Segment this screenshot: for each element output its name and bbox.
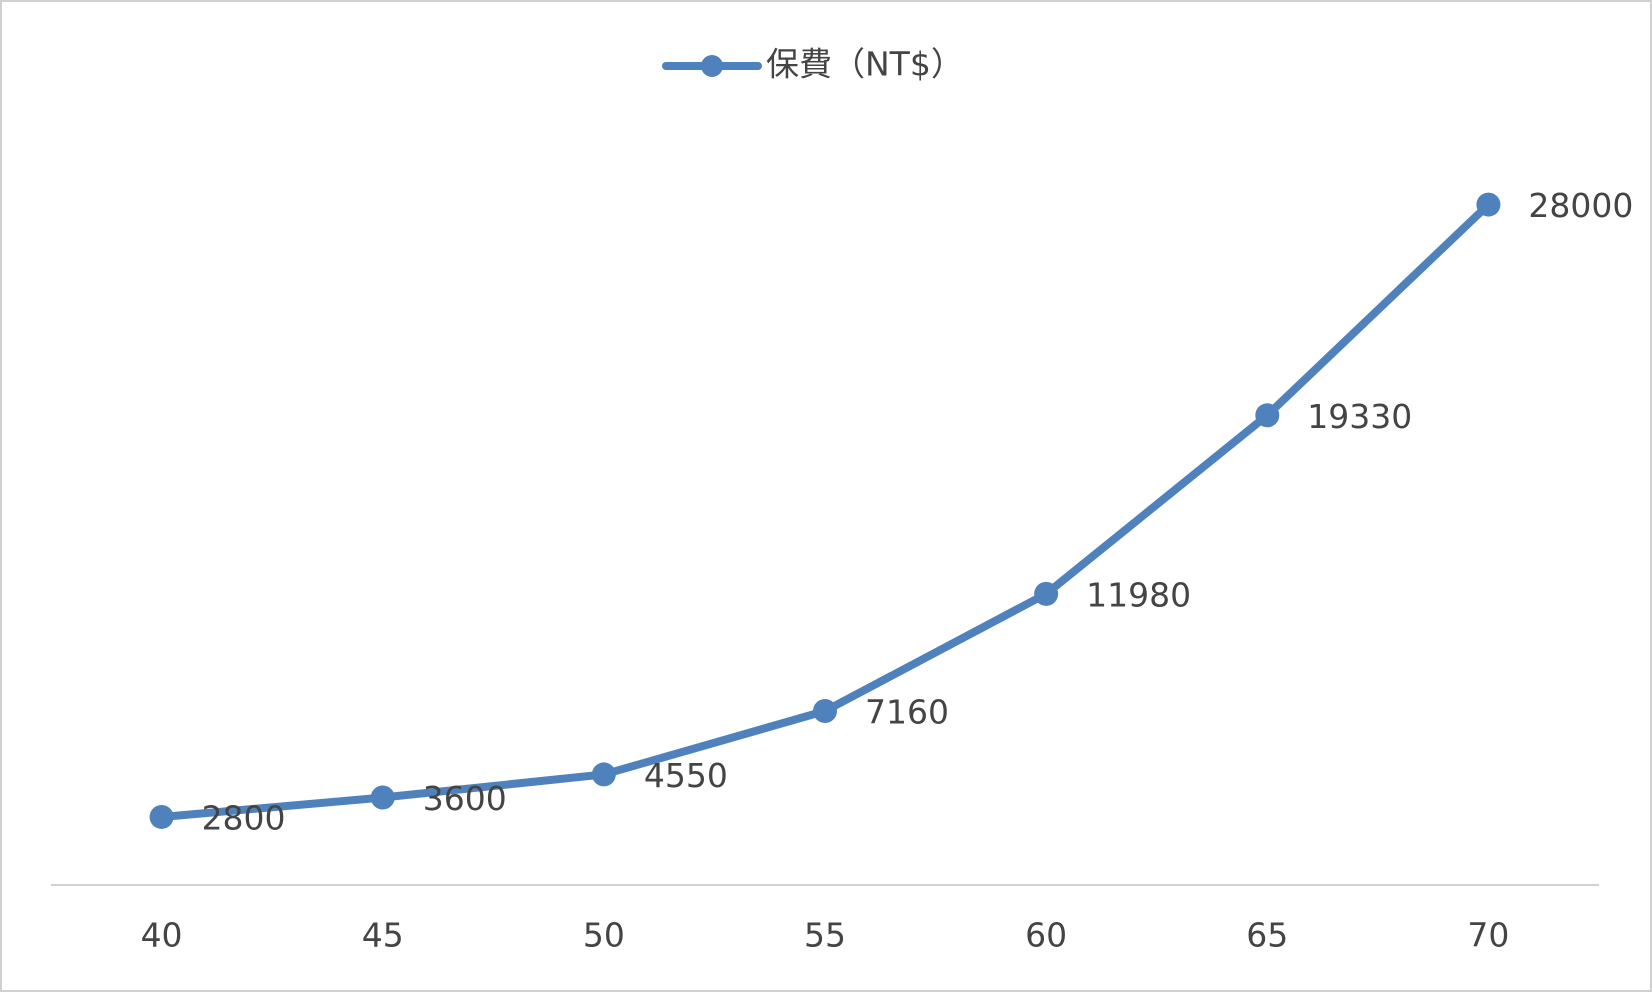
data-point [813,699,837,724]
x-tick-label: 45 [362,916,404,955]
data-point [591,762,616,787]
data-label: 7160 [865,693,949,732]
x-tick-label: 60 [1025,916,1067,955]
data-label: 11980 [1086,575,1191,614]
data-point [1255,403,1280,428]
legend-label: 保費（NT$） [766,45,964,84]
legend-marker [701,55,723,77]
data-point [370,785,395,810]
data-point [1476,192,1501,217]
data-point [1034,581,1059,606]
x-tick-label: 40 [141,916,183,955]
data-label: 2800 [202,798,286,837]
x-tick-label: 50 [583,916,625,955]
data-label: 19330 [1307,397,1412,436]
x-tick-label: 55 [804,916,846,955]
data-label: 28000 [1528,186,1633,225]
x-tick-label: 70 [1467,916,1509,955]
x-tick-label: 65 [1246,916,1288,955]
data-label: 4550 [644,756,728,795]
data-point [149,804,174,829]
data-label: 3600 [423,779,507,818]
